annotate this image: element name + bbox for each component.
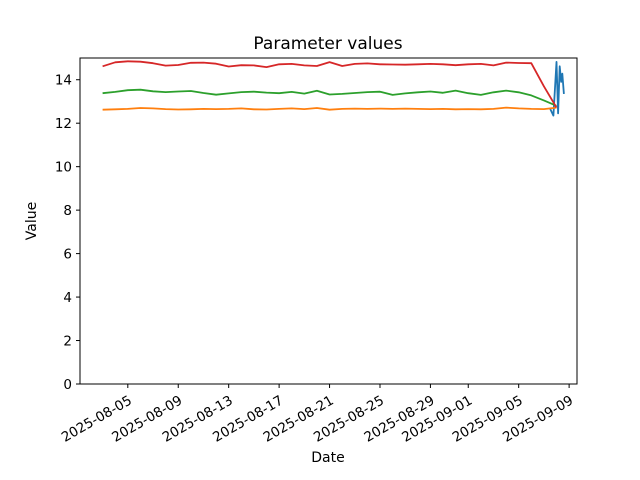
y-tick-label: 6 [63,247,72,263]
y-tick-label: 4 [63,290,72,306]
chart-title: Parameter values [253,34,402,54]
y-axis-ticks: 0 2 4 6 8 10 12 14 [55,73,80,393]
y-axis-label: Value [24,202,40,240]
series-line-green [102,88,557,107]
series-line-orange [102,106,557,111]
y-tick-label: 0 [63,377,72,393]
y-tick-label: 2 [63,334,72,350]
y-tick-label: 8 [63,203,72,219]
series-line-blue [549,61,565,117]
series-lines-group [102,60,565,117]
axes-frame [79,57,578,385]
y-tick-label: 14 [55,73,72,89]
y-tick-label: 10 [55,160,72,176]
y-tick-label: 12 [55,116,72,132]
series-line-red [102,60,558,109]
x-axis-label: Date [311,450,344,466]
